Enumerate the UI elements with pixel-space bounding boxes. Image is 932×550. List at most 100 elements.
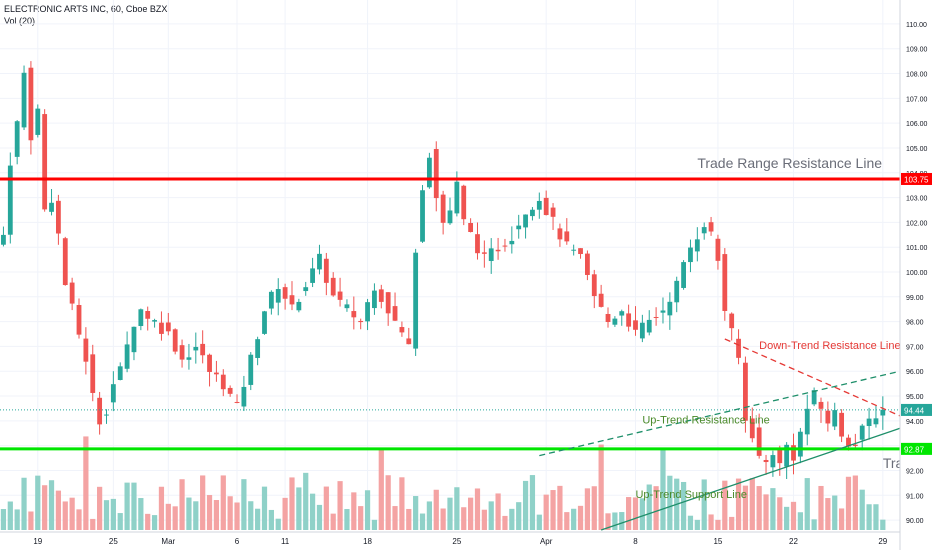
candle-body [701, 227, 707, 234]
candle-body [378, 289, 384, 302]
price-axis[interactable]: 90.0091.0092.0093.0094.0095.0096.0097.00… [899, 0, 932, 550]
candle-body [784, 444, 790, 467]
candle-body [715, 238, 721, 261]
volume-bar [495, 493, 501, 530]
volume-bar [296, 487, 302, 530]
candle-body [62, 238, 68, 286]
candle-body [804, 408, 810, 435]
candle-body [639, 322, 645, 339]
volume-bar [488, 501, 494, 530]
candle-body [97, 397, 103, 425]
candle-body [145, 311, 151, 319]
volume-bar [234, 502, 240, 530]
volume-bar [667, 475, 673, 530]
volume-bar [763, 494, 769, 530]
volume-bar [577, 505, 584, 530]
volume-bar [454, 487, 460, 530]
price-tick-label: 95.00 [906, 394, 924, 401]
price-tick-label: 102.00 [906, 220, 928, 227]
candle-body [186, 357, 192, 360]
candle-body [110, 384, 116, 403]
volume-bar [694, 519, 700, 530]
last-price-label: 94.44 [904, 406, 925, 415]
candle-body [131, 326, 137, 353]
volume-bar [21, 477, 27, 530]
candle-body [722, 254, 728, 311]
candle-body [667, 301, 673, 316]
volume-bar [248, 501, 254, 530]
candle-body [49, 202, 54, 212]
volume-bar [756, 486, 762, 530]
support-price-badge [901, 442, 932, 455]
candle-body [413, 252, 419, 349]
volume-bar [282, 497, 288, 530]
volume-bar [289, 477, 295, 530]
volume-bar [735, 478, 742, 530]
time-axis[interactable]: 19 25 Mar 6 11 18 25 Apr 8 15 22 29 [0, 531, 900, 546]
candle-body [76, 305, 82, 335]
volume-bar [200, 475, 206, 530]
up-trend-support-label: Up-Trend Support Line [635, 489, 747, 501]
time-tick-label: 8 [633, 537, 638, 546]
volume-bar [646, 484, 652, 530]
volume-bar [543, 494, 549, 530]
candle-body [791, 445, 796, 461]
price-tick-label: 103.00 [906, 196, 928, 203]
candle-body [21, 72, 27, 128]
candle-body [337, 291, 343, 300]
time-tick-label: 29 [878, 537, 887, 546]
candle-body [523, 214, 528, 228]
candle-body [818, 401, 824, 409]
candle-body [28, 67, 34, 141]
candle-body [35, 108, 41, 135]
volume-bar [97, 486, 103, 530]
volume-indicator-label[interactable]: Vol (20) [4, 16, 36, 26]
volume-bar [557, 485, 563, 530]
candle-body [688, 247, 693, 263]
candle-body [461, 185, 467, 220]
volume-bar [550, 490, 556, 530]
candle-body [509, 240, 515, 245]
volume-bar [426, 501, 432, 530]
volume-bar [330, 513, 336, 530]
volume-bar [90, 518, 96, 530]
candle-body [55, 200, 61, 234]
volume-bar [69, 497, 75, 530]
volume-bar [845, 476, 852, 530]
trend-lines[interactable] [539, 338, 901, 531]
candle-body [646, 319, 652, 333]
candle-body [152, 320, 157, 322]
candle-body [749, 418, 755, 439]
volume-bar [378, 449, 384, 530]
candle-body [440, 194, 446, 223]
volume-bar [344, 509, 350, 530]
resistance-price-badge [901, 172, 932, 185]
candle-body [585, 253, 590, 275]
candle-body [90, 354, 96, 393]
candle-body [488, 248, 494, 262]
resistance-price-label: 103.75 [904, 175, 929, 184]
candle-body [365, 302, 370, 322]
volume-bar [598, 444, 604, 530]
candle-body [399, 327, 405, 333]
volume-bar [138, 498, 144, 530]
volume-bar [742, 485, 749, 530]
volume-bar [852, 475, 858, 530]
candle-body [481, 252, 487, 254]
time-tick-label: 25 [109, 537, 118, 546]
trade-range-resistance-label: Trade Range Resistance Line [697, 155, 882, 171]
volume-bar [35, 475, 41, 530]
price-tick-label: 105.00 [906, 146, 928, 153]
horizontal-levels[interactable] [0, 177, 900, 451]
volume-bar [715, 519, 721, 530]
candle-body [859, 425, 865, 440]
candle-body [344, 304, 350, 309]
volume-bar [0, 509, 7, 530]
volume-bar [529, 475, 536, 530]
up-trend-support-line [600, 427, 901, 531]
volume-bar [399, 477, 405, 530]
candle-body [550, 207, 556, 217]
volume-bar [364, 490, 371, 530]
volume-bar [62, 501, 68, 530]
